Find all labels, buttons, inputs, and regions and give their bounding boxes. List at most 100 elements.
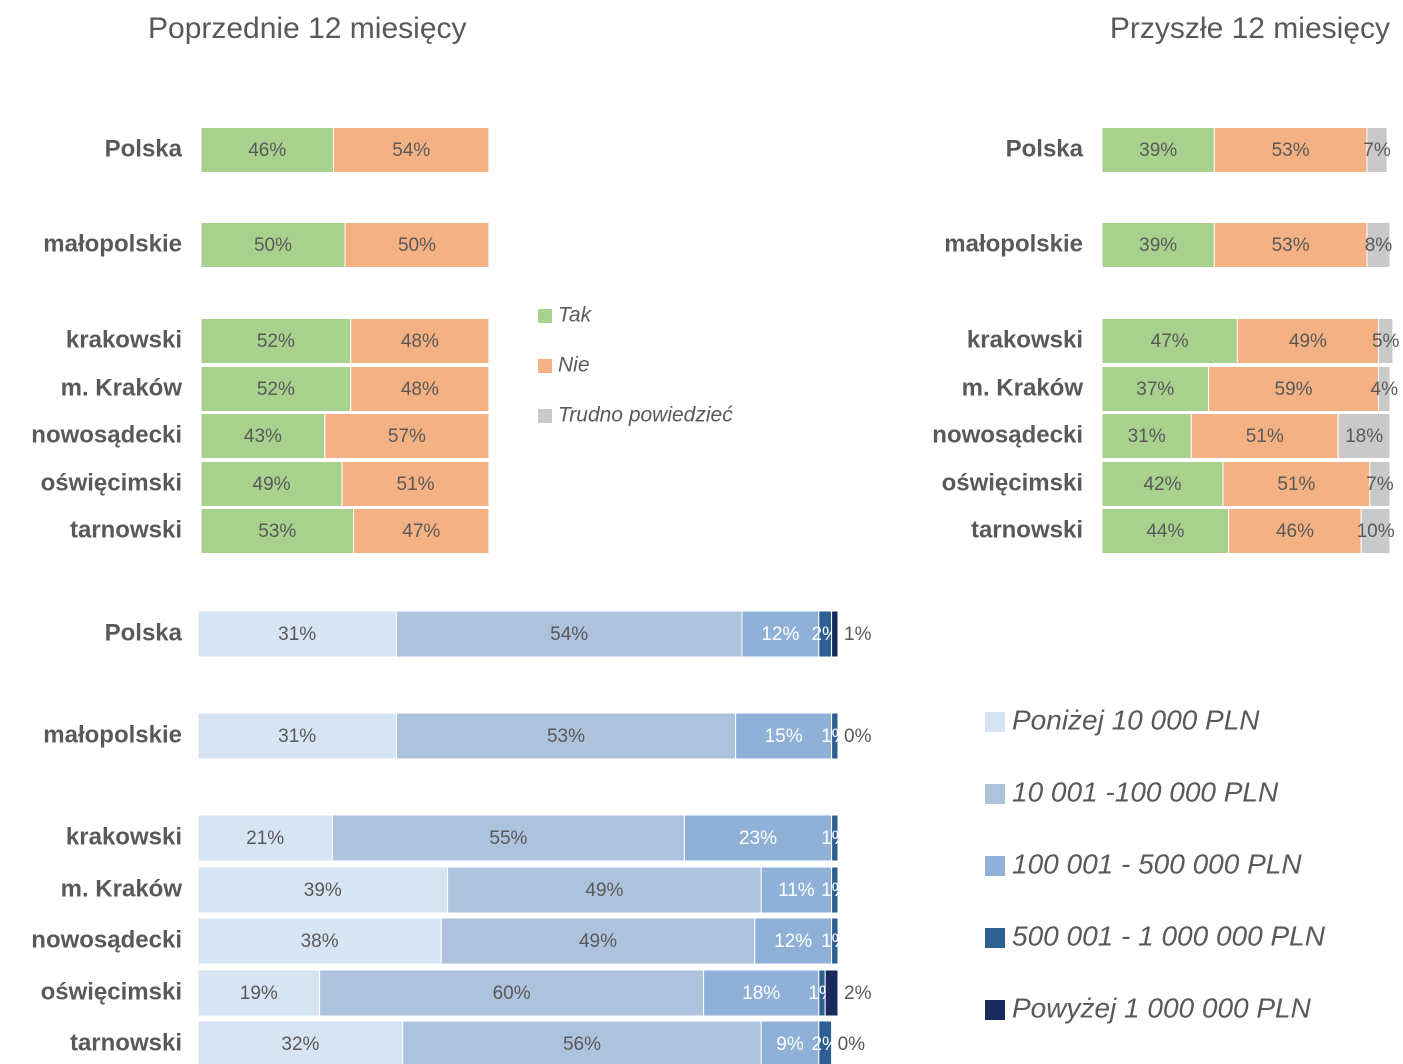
legend-swatch <box>985 712 1005 732</box>
bar-segment <box>824 969 839 1017</box>
category-label: Polska <box>105 135 183 162</box>
legend-label: Trudno powiedzieć <box>558 404 733 427</box>
value-label: 2% <box>844 983 872 1004</box>
category-label: Polska <box>1006 135 1084 162</box>
value-label: 47% <box>1151 331 1189 352</box>
value-label: 49% <box>253 474 291 495</box>
value-label: 19% <box>240 983 278 1004</box>
value-label: 1% <box>821 931 849 952</box>
value-label: 1% <box>821 828 849 849</box>
legend-label: 500 001 - 1 000 000 PLN <box>1012 920 1326 951</box>
value-label: 18% <box>742 983 780 1004</box>
category-label: krakowski <box>66 823 182 850</box>
category-label: oświęcimski <box>41 469 182 496</box>
chart-title: Poprzednie 12 miesięcy <box>148 12 467 45</box>
category-label: krakowski <box>66 326 182 353</box>
value-label: 1% <box>844 624 872 645</box>
bar-segment <box>353 508 490 554</box>
category-label: m. Kraków <box>962 374 1084 401</box>
legend-label: Nie <box>558 354 590 377</box>
value-label: 11% <box>778 880 815 901</box>
bar-segment <box>1213 127 1368 173</box>
value-label: 55% <box>489 828 527 849</box>
category-label: m. Kraków <box>61 374 183 401</box>
value-label: 42% <box>1143 474 1181 495</box>
legend-swatch <box>538 359 552 373</box>
value-label: 51% <box>397 474 435 495</box>
value-label: 1% <box>821 726 849 747</box>
bar-segment <box>741 610 820 658</box>
bar-segment <box>818 1020 833 1064</box>
legend-label: Tak <box>558 304 593 327</box>
value-label: 51% <box>1246 426 1284 447</box>
value-label: 39% <box>304 880 342 901</box>
value-label: 38% <box>301 931 339 952</box>
bar-segment <box>200 222 346 268</box>
bar-segment <box>831 917 839 965</box>
value-label: 18% <box>1345 426 1383 447</box>
legend-swatch <box>985 1000 1005 1020</box>
value-label: 46% <box>1276 521 1314 542</box>
category-label: oświęcimski <box>41 978 182 1005</box>
value-label: 10% <box>1357 521 1395 542</box>
legend-swatch <box>538 409 552 423</box>
category-label: małopolskie <box>43 721 182 748</box>
value-label: 47% <box>402 521 440 542</box>
bar-segment <box>350 366 490 412</box>
bar-segment <box>331 814 685 862</box>
value-label: 8% <box>1365 235 1393 256</box>
bar-segment <box>395 610 743 658</box>
bar-segment <box>197 1020 404 1064</box>
value-label: 49% <box>585 880 623 901</box>
bar-segment <box>197 969 321 1017</box>
bar-segment <box>332 127 490 173</box>
value-label: 60% <box>493 983 531 1004</box>
legend-label: Poniżej 10 000 PLN <box>1012 704 1260 735</box>
value-label: 53% <box>258 521 296 542</box>
value-label: 31% <box>1128 426 1166 447</box>
bar-segment <box>1213 222 1368 268</box>
value-label: 12% <box>761 624 799 645</box>
value-label: 53% <box>547 726 585 747</box>
bar-segment <box>831 712 839 760</box>
bar-segment <box>200 127 334 173</box>
legend-label: 10 001 -100 000 PLN <box>1012 776 1279 807</box>
bar-segment <box>1101 366 1210 412</box>
value-label: 21% <box>246 828 284 849</box>
value-label: 37% <box>1136 379 1174 400</box>
category-label: tarnowski <box>70 1029 182 1056</box>
category-label: nowosądecki <box>932 421 1083 448</box>
legend-swatch <box>985 928 1005 948</box>
value-label: 54% <box>550 624 588 645</box>
value-label: 2% <box>811 1034 839 1055</box>
value-label: 49% <box>579 931 617 952</box>
bar-segment <box>319 969 705 1017</box>
legend-swatch <box>985 784 1005 804</box>
bar-segment <box>760 866 833 914</box>
bar-segment <box>760 1020 820 1064</box>
value-label: 50% <box>254 235 292 256</box>
value-label: 5% <box>1372 331 1400 352</box>
value-label: 39% <box>1139 140 1177 161</box>
category-label: tarnowski <box>971 516 1083 543</box>
value-label: 4% <box>1371 379 1399 400</box>
bar-segment <box>344 222 490 268</box>
value-label: 51% <box>1277 474 1315 495</box>
value-label: 52% <box>257 331 295 352</box>
value-label: 56% <box>563 1034 601 1055</box>
value-label: 7% <box>1366 474 1394 495</box>
value-label: 15% <box>765 726 803 747</box>
bar-segment <box>197 814 333 862</box>
bar-segment <box>1369 461 1391 507</box>
value-label: 59% <box>1275 379 1313 400</box>
bar-segment <box>831 814 839 862</box>
category-label: oświęcimski <box>942 469 1083 496</box>
value-label: 32% <box>281 1034 319 1055</box>
category-label: nowosądecki <box>31 421 182 448</box>
value-label: 31% <box>278 726 316 747</box>
legend-label: Powyżej 1 000 000 PLN <box>1012 992 1312 1023</box>
bar-segment <box>341 461 490 507</box>
chart-title: Przyszłe 12 miesięcy <box>1110 12 1390 45</box>
bar-segment <box>200 508 355 554</box>
